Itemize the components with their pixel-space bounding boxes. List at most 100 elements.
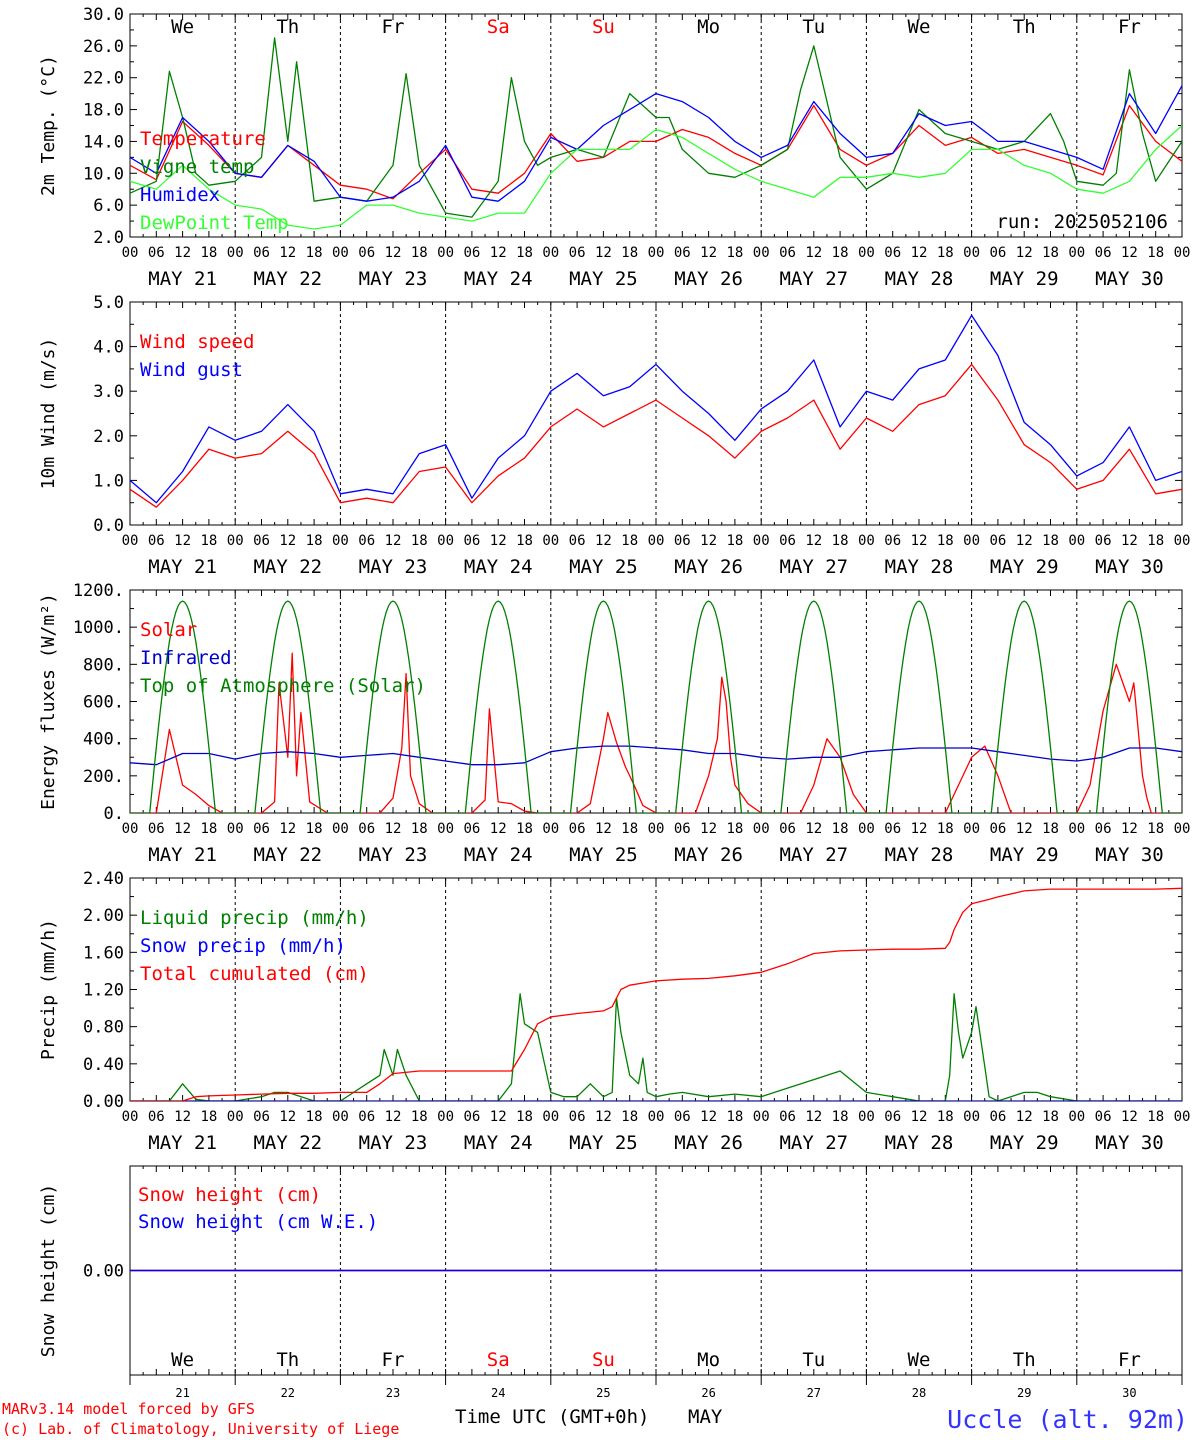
series-line-top-of-atmosphere-solar bbox=[130, 600, 1182, 813]
hour-tick-label: 18 bbox=[726, 245, 743, 261]
y-tick-label: 4.0 bbox=[93, 338, 124, 358]
hour-tick-label: 06 bbox=[884, 821, 901, 837]
hour-tick-label: 06 bbox=[674, 1109, 691, 1125]
date-label: MAY 25 bbox=[569, 844, 638, 866]
date-label: MAY 22 bbox=[253, 1132, 322, 1154]
legend-entry: Solar bbox=[140, 619, 197, 641]
date-label: MAY 24 bbox=[464, 556, 533, 578]
date-label: MAY 27 bbox=[779, 556, 848, 578]
hour-tick-label: 18 bbox=[516, 533, 533, 549]
plot-frame bbox=[129, 301, 1183, 526]
hour-tick-label: 00 bbox=[227, 533, 244, 549]
y-tick-label: 200. bbox=[83, 767, 124, 787]
hour-tick-label: 00 bbox=[437, 533, 454, 549]
hour-tick-label: 06 bbox=[674, 821, 691, 837]
hour-tick-label: 00 bbox=[648, 821, 665, 837]
hour-tick-label: 18 bbox=[937, 245, 954, 261]
y-tick-label: 600. bbox=[83, 693, 124, 713]
plot-frame bbox=[129, 13, 1183, 238]
day-name: Fr bbox=[1118, 16, 1141, 38]
hour-tick-label: 06 bbox=[989, 821, 1006, 837]
hour-tick-label: 00 bbox=[1068, 245, 1085, 261]
hour-tick-label: 18 bbox=[516, 1109, 533, 1125]
hour-tick-label: 12 bbox=[174, 821, 191, 837]
panel-1: 2.0 6.0 10.0 14.0 18.0 22.0 26.0 30.0 2m Temp. (… bbox=[38, 5, 1190, 290]
hour-tick-label: 12 bbox=[1016, 533, 1033, 549]
hour-tick-label: 00 bbox=[542, 533, 559, 549]
x-axis-title: Time UTC (GMT+0h) bbox=[455, 1406, 649, 1428]
series-line-liquid-precip-mm-h bbox=[130, 993, 1182, 1101]
hour-tick-label: 18 bbox=[411, 533, 428, 549]
day-number: 24 bbox=[491, 1386, 505, 1400]
legend-entry: Snow height (cm W.E.) bbox=[138, 1211, 378, 1233]
date-label: MAY 23 bbox=[359, 268, 428, 290]
hour-tick-label: 06 bbox=[989, 1109, 1006, 1125]
day-name: Fr bbox=[1118, 1349, 1141, 1371]
hour-tick-label: 00 bbox=[648, 1109, 665, 1125]
hour-tick-label: 18 bbox=[1042, 1109, 1059, 1125]
hour-tick-label: 18 bbox=[200, 1109, 217, 1125]
date-label: MAY 21 bbox=[148, 556, 217, 578]
hour-tick-label: 00 bbox=[1068, 533, 1085, 549]
day-name: We bbox=[908, 16, 931, 38]
hour-tick-label: 00 bbox=[858, 1109, 875, 1125]
day-number: 29 bbox=[1017, 1386, 1031, 1400]
date-label: MAY 23 bbox=[359, 844, 428, 866]
day-name: Fr bbox=[382, 1349, 405, 1371]
legend-entry: Vigne temp bbox=[140, 156, 254, 178]
hour-tick-label: 12 bbox=[911, 245, 928, 261]
hour-tick-label: 18 bbox=[200, 533, 217, 549]
hour-tick-label: 12 bbox=[805, 533, 822, 549]
legend-entry: Top of Atmosphere (Solar) bbox=[140, 675, 426, 697]
y-tick-label: 0.00 bbox=[83, 1092, 124, 1112]
hour-tick-label: 12 bbox=[1121, 533, 1138, 549]
hour-tick-label: 12 bbox=[1016, 1109, 1033, 1125]
day-number: 26 bbox=[701, 1386, 715, 1400]
date-label: MAY 28 bbox=[885, 268, 954, 290]
date-label: MAY 22 bbox=[253, 268, 322, 290]
hour-tick-label: 00 bbox=[753, 821, 770, 837]
series-line-vigne-temp bbox=[130, 37, 1182, 218]
hour-tick-label: 00 bbox=[1174, 533, 1191, 549]
hour-tick-label: 06 bbox=[148, 533, 165, 549]
hour-tick-label: 00 bbox=[542, 245, 559, 261]
day-name: Th bbox=[1013, 16, 1036, 38]
hour-tick-label: 12 bbox=[595, 821, 612, 837]
hour-tick-label: 00 bbox=[858, 245, 875, 261]
hour-tick-label: 12 bbox=[700, 533, 717, 549]
hour-tick-label: 18 bbox=[621, 245, 638, 261]
day-name: Th bbox=[1013, 1349, 1036, 1371]
hour-tick-label: 18 bbox=[200, 245, 217, 261]
hour-tick-label: 18 bbox=[411, 821, 428, 837]
hour-tick-label: 06 bbox=[253, 245, 270, 261]
hour-tick-label: 00 bbox=[542, 1109, 559, 1125]
series-line-wind-gust bbox=[130, 314, 1182, 504]
hour-tick-label: 00 bbox=[122, 533, 139, 549]
date-label: MAY 30 bbox=[1095, 268, 1164, 290]
hour-tick-label: 18 bbox=[832, 533, 849, 549]
hour-tick-label: 06 bbox=[148, 245, 165, 261]
hour-tick-label: 18 bbox=[726, 533, 743, 549]
hour-tick-label: 06 bbox=[569, 821, 586, 837]
legend-entry: Humidex bbox=[140, 184, 220, 206]
y-tick-label: 800. bbox=[83, 655, 124, 675]
series-line-infrared bbox=[130, 745, 1182, 766]
hour-tick-label: 12 bbox=[490, 1109, 507, 1125]
day-name: Tu bbox=[802, 16, 825, 38]
legend-entry: Wind speed bbox=[140, 331, 254, 353]
date-label: MAY 26 bbox=[674, 844, 743, 866]
hour-tick-label: 06 bbox=[463, 245, 480, 261]
series-line-total-cumulated-cm bbox=[130, 887, 1182, 1101]
date-label: MAY 28 bbox=[885, 1132, 954, 1154]
hour-tick-label: 12 bbox=[700, 821, 717, 837]
hour-tick-label: 06 bbox=[253, 821, 270, 837]
hour-tick-label: 00 bbox=[332, 245, 349, 261]
hour-tick-label: 12 bbox=[490, 245, 507, 261]
hour-tick-label: 12 bbox=[385, 245, 402, 261]
y-tick-label: 10.0 bbox=[83, 164, 124, 184]
hour-tick-label: 12 bbox=[279, 245, 296, 261]
hour-tick-label: 06 bbox=[463, 533, 480, 549]
hour-tick-label: 06 bbox=[779, 245, 796, 261]
series-line-wind-speed bbox=[130, 363, 1182, 508]
